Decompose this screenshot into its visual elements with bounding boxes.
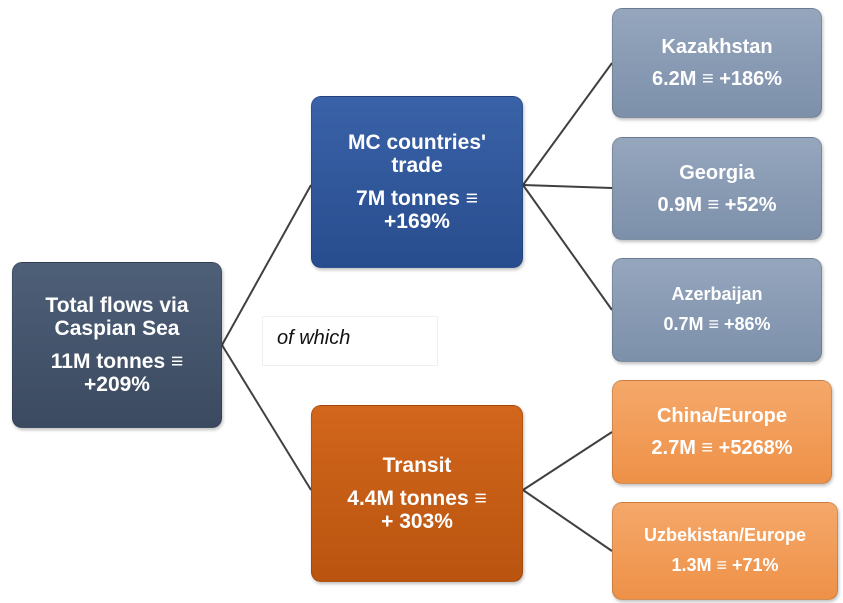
node-value: 11M tonnes ≡ xyxy=(50,350,184,373)
edge xyxy=(221,184,312,346)
node-title: Uzbekistan/Europe xyxy=(643,525,807,546)
node-value: 2.7M ≡ +5268% xyxy=(651,437,793,459)
note: of which xyxy=(262,316,438,366)
node-value: + 303% xyxy=(381,510,453,534)
node-title: Transit xyxy=(382,453,452,477)
node: Transit 4.4M tonnes ≡ + 303% xyxy=(311,405,523,582)
node-value: +209% xyxy=(84,373,150,397)
node-title: Kazakhstan xyxy=(661,36,773,58)
node-value: 4.4M tonnes ≡ xyxy=(347,486,487,510)
edge xyxy=(522,431,613,491)
edge xyxy=(221,344,312,491)
node-title: China/Europe xyxy=(656,405,787,427)
node-value: 7M tonnes ≡ xyxy=(356,187,478,210)
node: Kazakhstan 6.2M ≡ +186% xyxy=(612,8,822,118)
node-title: trade xyxy=(391,153,443,177)
node-title: Azerbaijan xyxy=(671,284,763,305)
node-value: 1.3M ≡ +71% xyxy=(671,555,779,575)
node: Azerbaijan 0.7M ≡ +86% xyxy=(612,258,822,362)
node-value: 0.7M ≡ +86% xyxy=(663,314,771,334)
node-value: 6.2M ≡ +186% xyxy=(651,68,783,90)
node: MC countries' trade 7M tonnes ≡ +169% xyxy=(311,96,523,268)
node-title: Caspian Sea xyxy=(54,316,180,340)
node: Georgia 0.9M ≡ +52% xyxy=(612,137,822,240)
edge xyxy=(522,489,613,552)
node-title: Total flows via xyxy=(45,293,189,317)
node-value: +169% xyxy=(384,210,450,234)
node-value: 0.9M ≡ +52% xyxy=(657,193,777,216)
edge xyxy=(522,184,613,189)
node: Uzbekistan/Europe 1.3M ≡ +71% xyxy=(612,502,838,600)
node: China/Europe 2.7M ≡ +5268% xyxy=(612,380,832,484)
node-title: Georgia xyxy=(679,161,755,184)
node-title: MC countries' xyxy=(347,130,486,154)
edge xyxy=(522,62,613,186)
node: Total flows via Caspian Sea 11M tonnes ≡ +2… xyxy=(12,262,222,428)
edge xyxy=(522,184,613,311)
